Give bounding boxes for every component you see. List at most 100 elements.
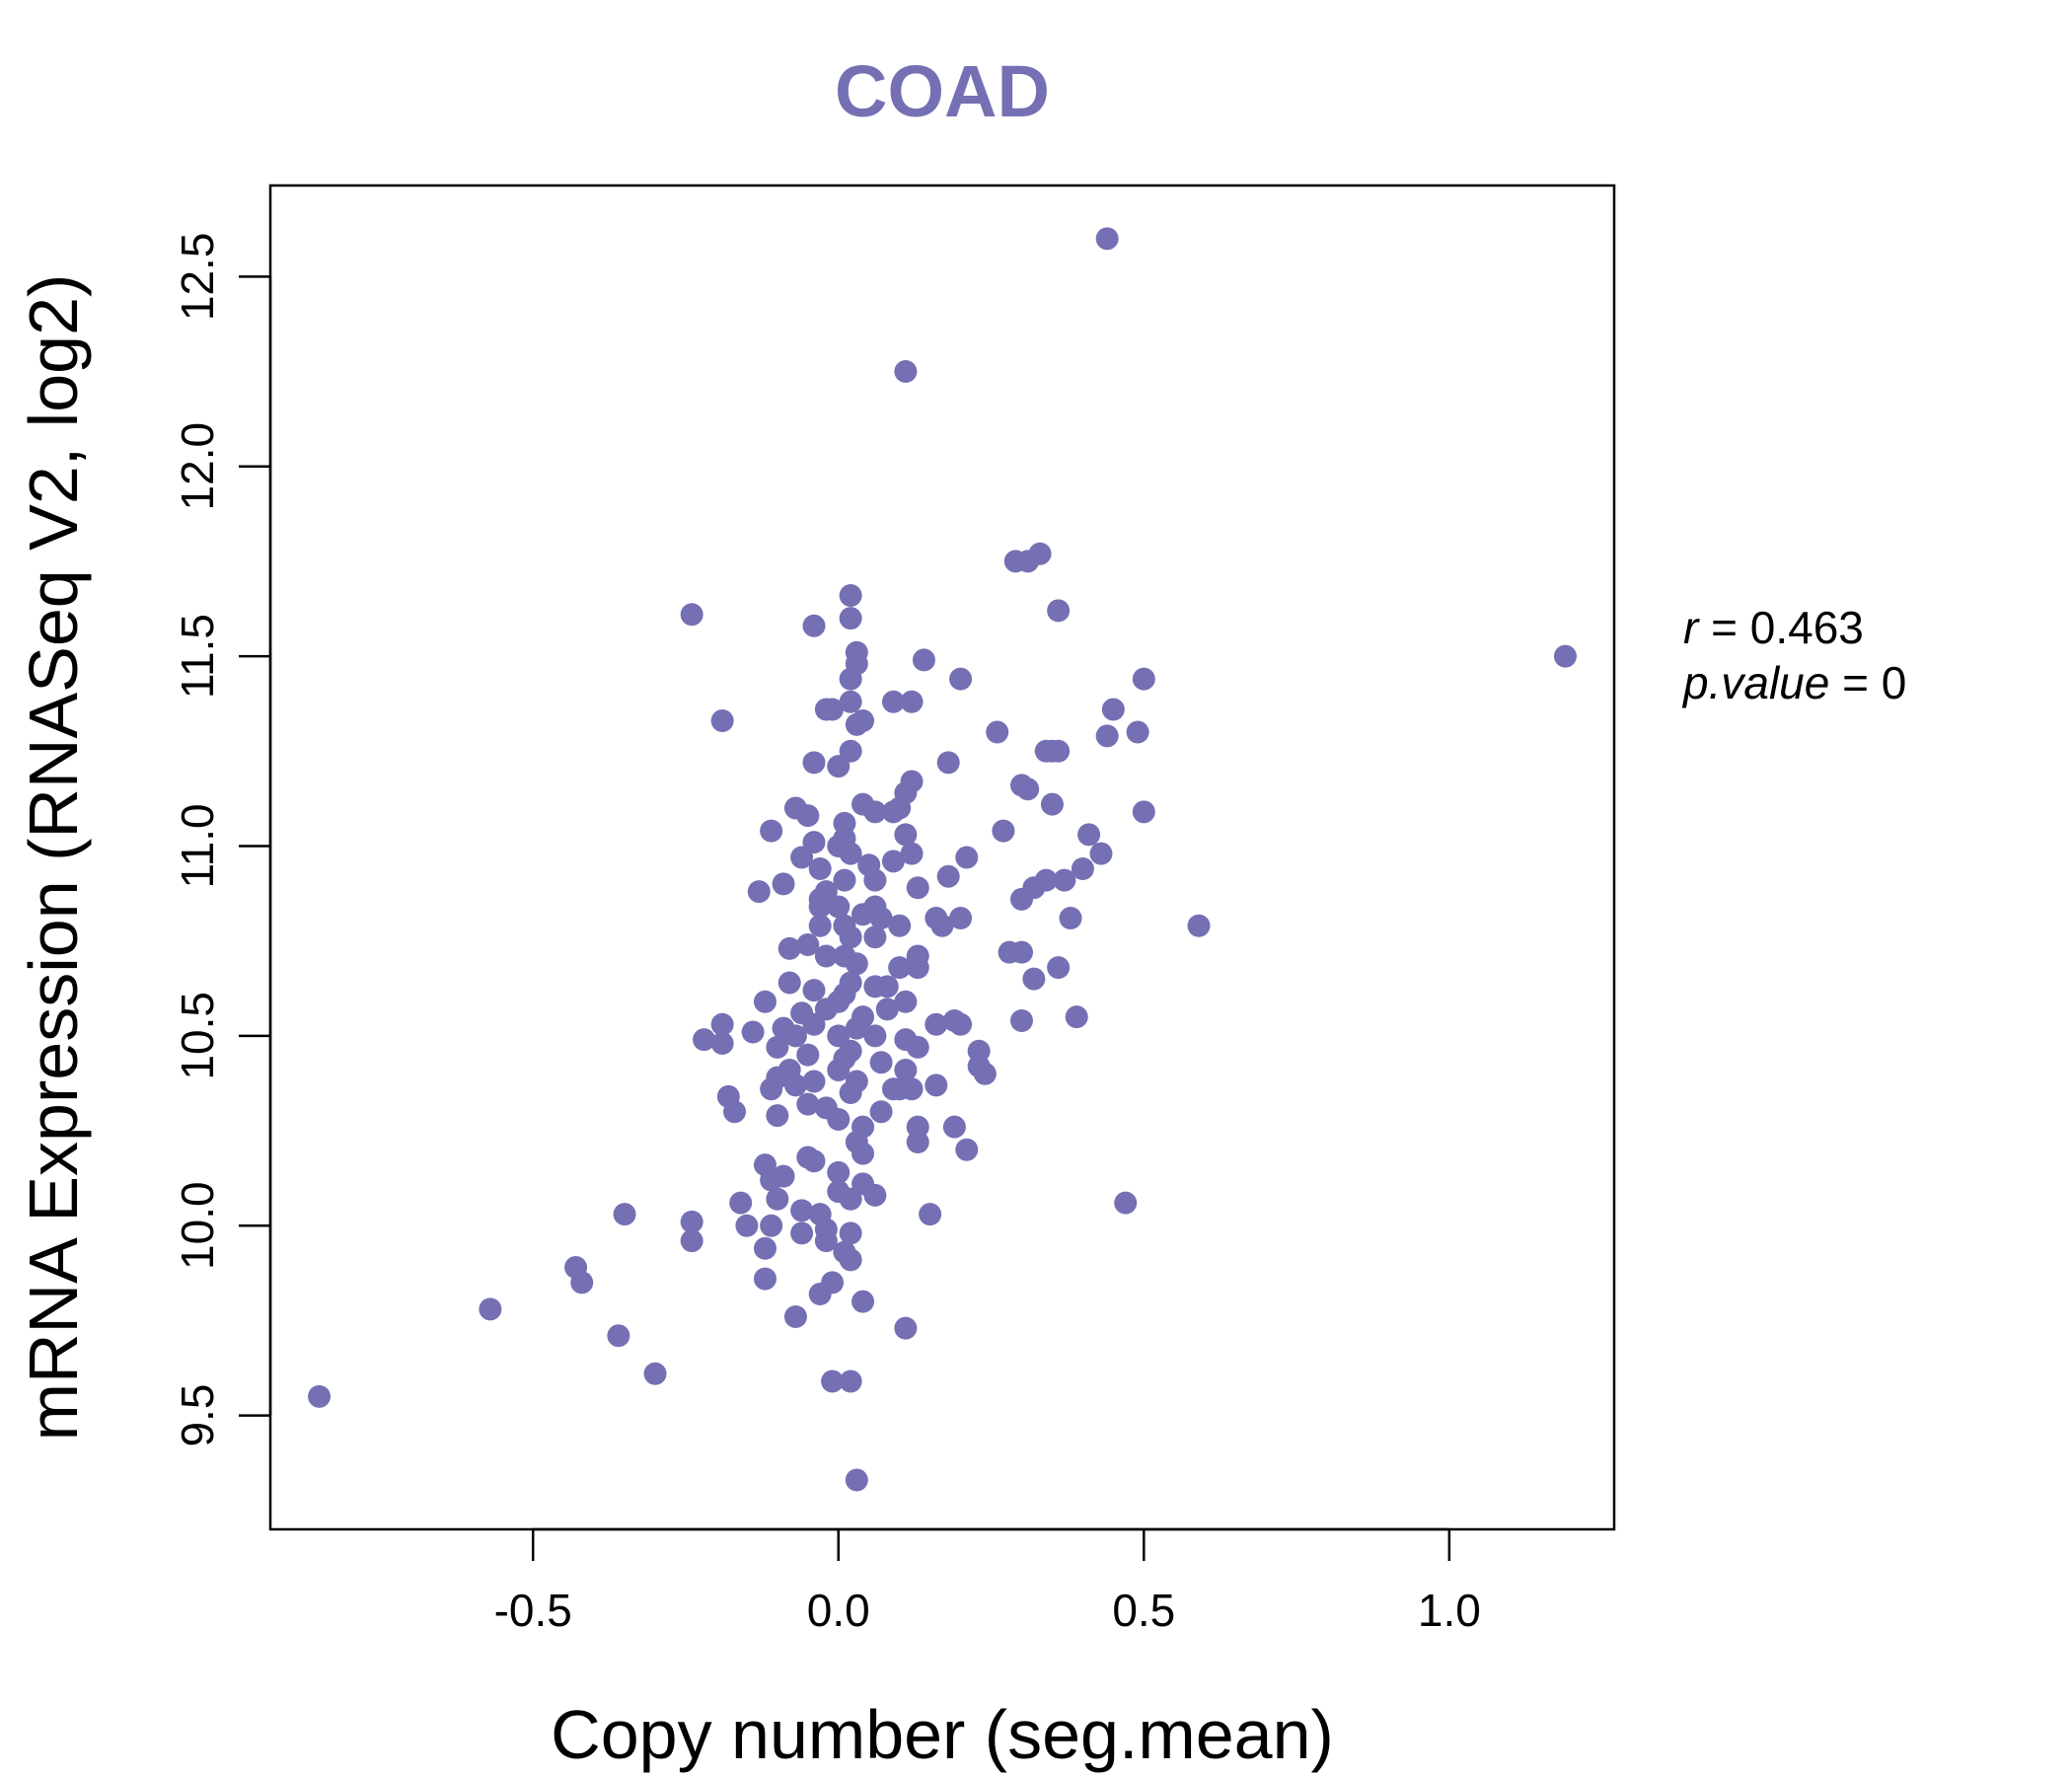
y-tick-label: 11.5 [172,614,223,699]
data-point [936,864,960,888]
data-point [680,1210,703,1233]
data-point [955,1138,979,1161]
data-point [814,944,838,968]
data-point [802,1070,826,1093]
data-point [949,667,973,691]
y-axis-label: mRNA Expression (RNASeq V2, log2) [15,274,92,1442]
data-point [925,1073,948,1097]
data-point [1089,842,1113,865]
data-point [710,1032,734,1056]
data-point [839,667,862,691]
p-equals: = [1829,657,1881,708]
data-point [827,1160,851,1184]
y-tick-label: 12.5 [172,233,223,322]
data-point [906,956,929,980]
data-point [760,1077,783,1101]
data-point [729,1191,753,1215]
data-point [942,1115,966,1139]
data-point [790,846,814,869]
data-point [839,1369,862,1393]
data-point [802,751,826,775]
data-point [808,895,832,919]
data-point [1047,739,1071,763]
data-point [783,1305,807,1329]
data-point [680,603,703,627]
data-point [949,907,973,930]
data-point [851,1290,875,1313]
data-point [827,1107,851,1131]
data-point [710,1012,734,1036]
data-point [607,1324,630,1348]
data-point [753,1267,777,1291]
data-point [912,648,935,672]
data-point [643,1362,667,1385]
data-point [760,1214,783,1237]
data-point [777,971,801,995]
p-label: p.value [1681,657,1829,708]
correlation-stats: r = 0.463 p.value = 0 [1681,602,1906,708]
data-point [796,1043,820,1067]
data-point [894,1058,918,1081]
data-point [894,990,918,1013]
data-point [1059,907,1082,930]
y-tick-label: 12.0 [172,422,223,511]
data-point [570,1271,594,1295]
data-points [308,227,1577,1492]
data-point [1022,967,1046,991]
data-point [839,607,862,630]
data-point [869,1051,893,1074]
x-axis-label: Copy number (seg.mean) [551,1696,1334,1773]
data-point [881,690,905,713]
data-point [760,819,783,843]
data-point [894,1316,918,1340]
data-point [833,868,856,892]
data-point [949,1012,973,1036]
data-point [827,1058,851,1081]
data-point [802,979,826,1002]
p-value: 0 [1882,657,1907,708]
data-point [827,1024,851,1048]
data-point [863,1183,887,1207]
data-point [766,1035,789,1059]
x-axis: -0.5 0.0 0.5 1.0 [494,1527,1481,1636]
data-point [1047,956,1071,980]
data-point [723,1100,747,1124]
data-point [839,842,862,865]
data-point [839,925,862,949]
data-point [900,690,924,713]
data-point [796,1092,820,1116]
data-point [845,712,868,736]
data-point [919,1203,942,1226]
data-point [906,1131,929,1154]
data-point [851,1142,875,1165]
data-point [814,698,838,721]
data-point [973,1062,997,1085]
data-point [845,1016,868,1040]
data-point [1009,887,1033,911]
y-tick-label: 10.0 [172,1181,223,1270]
data-point [766,1104,789,1128]
y-tick-label: 10.5 [172,992,223,1080]
data-point [869,1100,893,1124]
data-point [851,903,875,926]
data-point [747,880,771,904]
data-point [1114,1191,1138,1215]
data-point [802,614,826,637]
data-point [766,1187,789,1211]
data-point [888,796,912,820]
data-point [869,907,893,930]
data-point [1009,1008,1033,1032]
data-point [839,739,862,763]
data-point [753,990,777,1013]
data-point [790,1221,814,1245]
data-point [783,1073,807,1097]
data-point [735,1214,759,1237]
data-point [1077,823,1101,847]
data-point [863,1024,887,1048]
data-point [802,1012,826,1036]
data-point [1071,857,1094,881]
data-point [802,1149,826,1173]
data-point [1009,940,1033,964]
data-point [1132,667,1155,691]
data-point [802,831,826,854]
